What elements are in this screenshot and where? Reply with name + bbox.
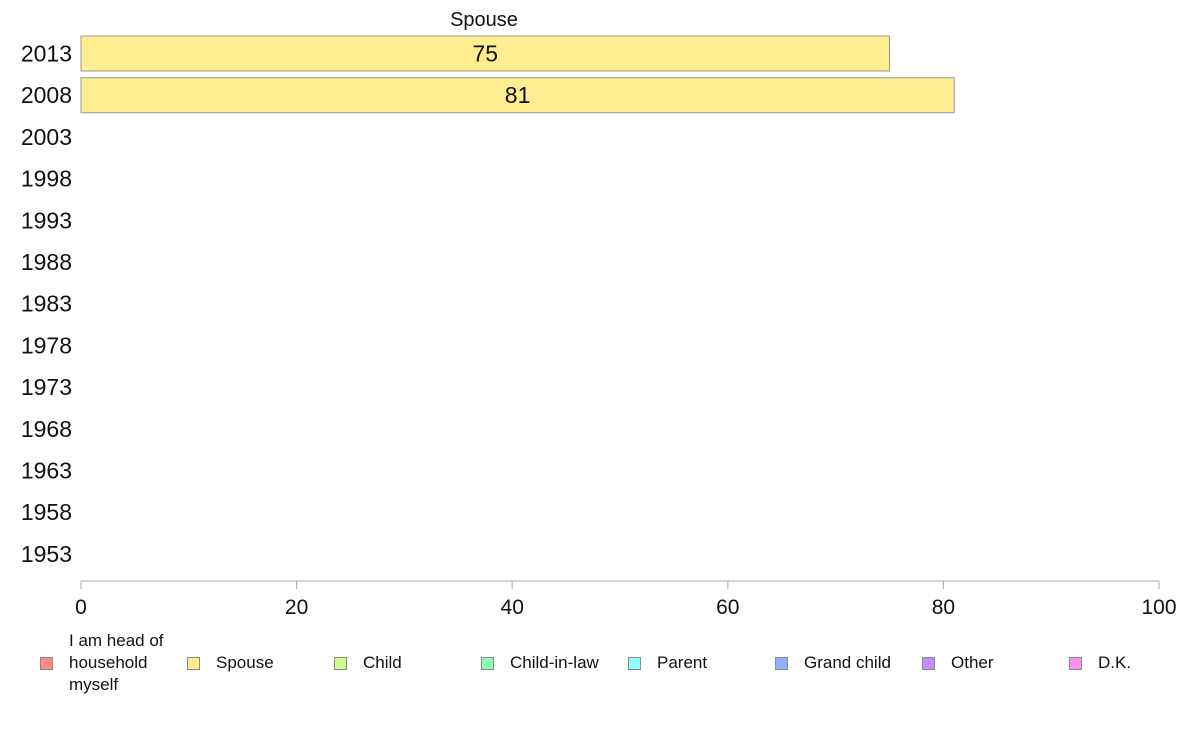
y-tick-label: 1968: [21, 416, 72, 442]
legend-label: Child-in-law: [510, 653, 599, 672]
legend-label: Other: [951, 653, 994, 672]
legend: I am head of household myself Spouse Child…: [0, 628, 1188, 708]
legend-label: Child: [363, 653, 402, 672]
legend-item: Spouse: [187, 628, 274, 698]
y-tick-label: 1998: [21, 166, 72, 192]
legend-item: Other: [922, 628, 994, 698]
legend-label: Grand child: [804, 653, 891, 672]
y-tick-label: 1993: [21, 207, 72, 233]
y-tick-label: 1973: [21, 374, 72, 400]
legend-swatch: [922, 656, 935, 670]
x-tick-label: 60: [716, 596, 739, 619]
legend-label: Parent: [657, 653, 708, 672]
legend-item: D.K.: [1069, 628, 1131, 698]
legend-swatch: [628, 656, 641, 670]
legend-swatch: [775, 656, 788, 670]
chart-title: Spouse: [450, 9, 518, 31]
y-tick-label: 2008: [21, 82, 72, 108]
legend-label: D.K.: [1098, 653, 1132, 672]
legend-swatch: [187, 656, 200, 670]
legend-label: I am head of household myself: [69, 631, 164, 694]
bar-chart: Spouse 75 81 2013 2008 2003 1998 1993 1988 1983…: [21, 9, 1177, 619]
bar: [80, 77, 955, 114]
legend-swatch: [1069, 656, 1082, 670]
bars-layer: 75 81: [80, 35, 955, 114]
x-tick-label: 20: [285, 596, 308, 619]
legend-item: Child-in-law: [481, 628, 599, 698]
bar-data-label: 81: [505, 82, 531, 108]
x-tick-label: 80: [932, 596, 955, 619]
legend-swatch: [334, 656, 347, 670]
legend-item: I am head of household myself: [40, 628, 164, 698]
y-tick-label: 1963: [21, 458, 72, 484]
x-tick-label: 0: [75, 596, 87, 619]
legend-item: Grand child: [775, 628, 891, 698]
legend-item: Parent: [628, 628, 707, 698]
y-tick-label: 1983: [21, 291, 72, 317]
legend-swatch: [481, 656, 494, 670]
y-tick-label: 1958: [21, 499, 72, 525]
y-tick-label: 2013: [21, 41, 72, 67]
x-axis-ticks: 0 20 40 60 80 100: [75, 581, 1177, 619]
y-tick-label: 1988: [21, 249, 72, 275]
legend-label: Spouse: [216, 653, 274, 672]
legend-item: Child: [334, 628, 402, 698]
x-tick-label: 100: [1141, 596, 1176, 619]
y-tick-label: 1953: [21, 541, 72, 567]
legend-swatch: [40, 656, 53, 670]
x-tick-label: 40: [501, 596, 524, 619]
bar: [80, 35, 890, 72]
y-tick-label: 1978: [21, 332, 72, 358]
y-tick-label: 2003: [21, 124, 72, 150]
y-tick-labels: 2013 2008 2003 1998 1993 1988 1983 1978 1973 1968…: [21, 41, 72, 567]
bar-data-label: 75: [472, 41, 498, 67]
